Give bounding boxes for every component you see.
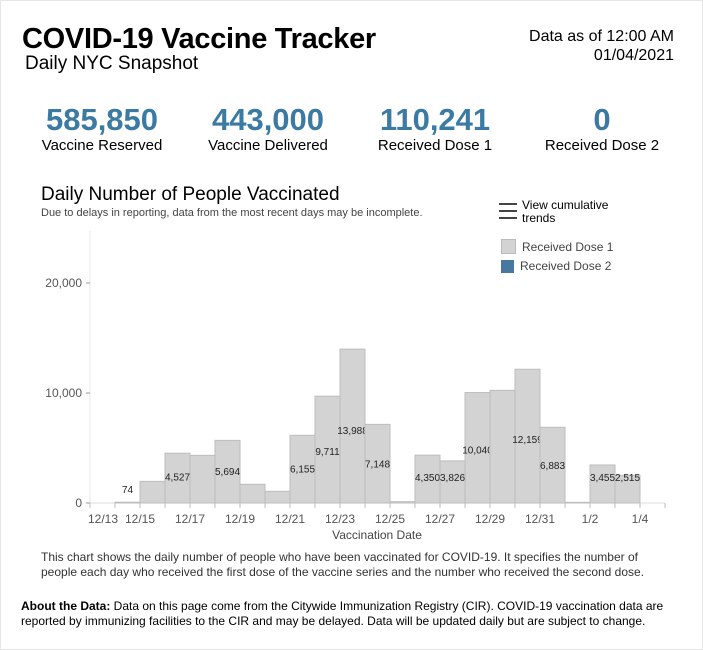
daily-vaccinated-chart: 0 10,000 20,000 12/13 12/15 12/17 12/19 12/21 12… xyxy=(45,231,666,542)
legend-dose-1[interactable]: Received Dose 1 xyxy=(501,239,613,254)
chart-title: Daily Number of People Vaccinated xyxy=(41,184,340,205)
page-title: COVID-19 Vaccine Tracker xyxy=(22,23,376,55)
chart-description: This chart shows the daily number of peo… xyxy=(41,550,645,579)
x-tick-label: 12/15 xyxy=(125,512,155,526)
bar-dose-1 xyxy=(564,501,591,504)
bar-dose-1 xyxy=(439,460,466,504)
x-tick-label: 12/19 xyxy=(225,512,255,526)
bar-dose-1 xyxy=(614,474,641,504)
x-tick-label: 12/13 xyxy=(88,512,118,526)
bar-label: 74 xyxy=(122,485,134,496)
stat-vaccine-delivered: 443,000 Vaccine Delivered xyxy=(183,102,353,155)
x-tick-label: 12/27 xyxy=(425,512,455,526)
as-of-time: Data as of 12:00 AM xyxy=(529,28,674,45)
bar-label: 2,515 xyxy=(615,473,640,484)
bar-dose-1 xyxy=(164,452,191,504)
bar-label: 13,988 xyxy=(337,426,368,437)
x-tick-label: 1/2 xyxy=(582,512,599,526)
bar-dose-1 xyxy=(239,483,266,504)
y-tick-label: 20,000 xyxy=(45,276,82,290)
stat-value: 585,850 xyxy=(45,102,159,137)
stat-value: 0 xyxy=(593,102,611,137)
stat-value: 443,000 xyxy=(211,102,325,137)
hamburger-icon xyxy=(499,203,517,225)
cumulative-label: View cumulative trends xyxy=(522,198,609,225)
bar-label: 4,527 xyxy=(165,473,190,484)
stat-label: Vaccine Reserved xyxy=(41,137,163,154)
bar-dose-1 xyxy=(414,454,441,504)
bar-dose-1 xyxy=(314,395,341,504)
about-label: About the Data: xyxy=(21,599,111,613)
stat-received-dose-2: 0 Received Dose 2 xyxy=(517,102,687,155)
bar-dose-1 xyxy=(514,368,541,504)
stat-label: Received Dose 2 xyxy=(544,137,660,154)
bar-dose-1 xyxy=(464,392,491,504)
about-the-data: About the Data: Data on this page come f… xyxy=(21,599,691,629)
legend-label: Received Dose 2 xyxy=(520,259,612,273)
bar-label: 10,040 xyxy=(462,445,493,456)
as-of-date: 01/04/2021 xyxy=(593,47,674,64)
x-tick-label: 12/31 xyxy=(525,512,555,526)
bar-dose-1 xyxy=(289,434,316,504)
stat-label: Received Dose 1 xyxy=(377,137,493,154)
x-tick-label: 12/29 xyxy=(475,512,505,526)
page-subtitle: Daily NYC Snapshot xyxy=(25,53,199,74)
bar-dose-1 xyxy=(389,501,416,504)
bar-dose-1 xyxy=(364,423,391,504)
bar-label: 7,148 xyxy=(365,460,390,471)
y-tick-label: 0 xyxy=(75,496,82,510)
x-tick-label: 12/17 xyxy=(175,512,205,526)
bar-label: 3,826 xyxy=(440,473,465,484)
legend-swatch xyxy=(501,239,516,254)
bar-label: 12,159 xyxy=(512,435,543,446)
legend-swatch xyxy=(501,259,514,273)
bar-dose-1 xyxy=(489,389,516,504)
bar-dose-1 xyxy=(114,501,141,504)
bar-label: 6,883 xyxy=(540,461,565,472)
bar-label: 9,711 xyxy=(315,447,340,458)
about-text: Data on this page come from the Citywide… xyxy=(21,599,664,628)
x-tick-label: 12/25 xyxy=(375,512,405,526)
x-tick-label: 12/21 xyxy=(275,512,305,526)
legend-label: Received Dose 1 xyxy=(522,239,614,254)
data-as-of: Data as of 12:00 AM 01/04/2021 xyxy=(529,27,674,65)
bar-label: 5,694 xyxy=(215,467,240,478)
stat-value: 110,241 xyxy=(379,102,491,137)
bar-dose-1 xyxy=(214,439,241,504)
x-tick-label: 1/4 xyxy=(632,512,649,526)
bar-dose-1 xyxy=(339,348,366,504)
y-tick-label: 10,000 xyxy=(45,386,82,400)
stat-vaccine-reserved: 585,850 Vaccine Reserved xyxy=(17,102,187,155)
stat-received-dose-1: 110,241 Received Dose 1 xyxy=(350,102,520,155)
view-cumulative-button[interactable]: View cumulative trends xyxy=(499,199,617,225)
bar-label: 6,155 xyxy=(290,465,315,476)
bar-dose-1 xyxy=(264,490,291,504)
bar-dose-1 xyxy=(139,480,166,504)
x-axis-title: Vaccination Date xyxy=(332,528,422,542)
bar-dose-1 xyxy=(189,454,216,504)
stat-label: Vaccine Delivered xyxy=(208,137,328,154)
bar-label: 3,455 xyxy=(590,473,615,484)
legend-dose-2[interactable]: Received Dose 2 xyxy=(501,259,611,273)
bar-label: 4,350 xyxy=(415,473,440,484)
chart-note: Due to delays in reporting, data from th… xyxy=(41,207,423,219)
x-tick-label: 12/23 xyxy=(325,512,355,526)
bar-dose-1 xyxy=(539,426,566,504)
